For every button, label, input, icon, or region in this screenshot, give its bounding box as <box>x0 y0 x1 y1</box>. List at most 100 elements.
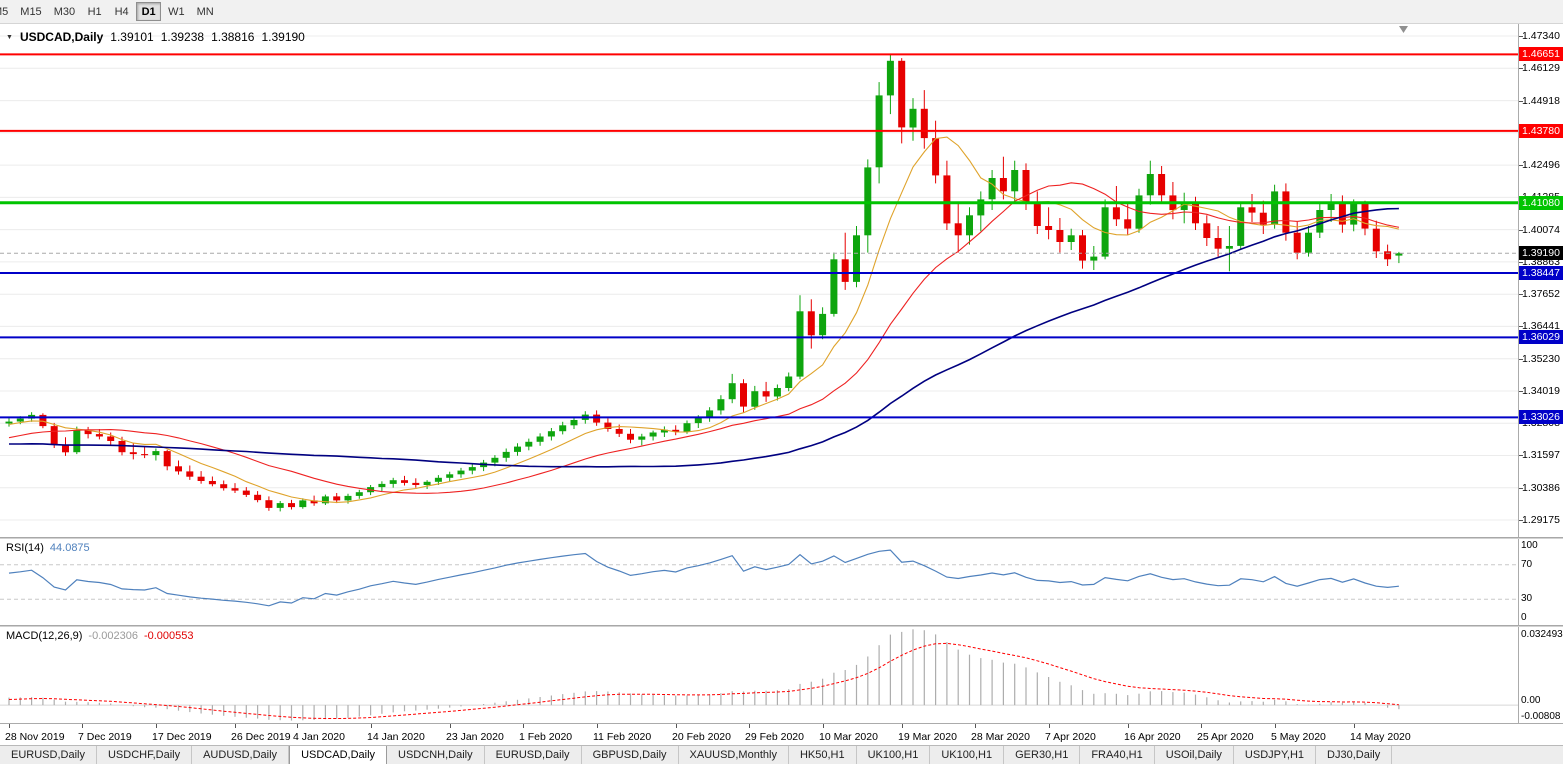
symbol-tab-usoil-daily[interactable]: USOil,Daily <box>1154 746 1234 764</box>
rsi-label: RSI(14) 44.0875 <box>6 542 90 554</box>
price-line-label: 1.46651 <box>1519 47 1563 61</box>
symbol-tab-usdchf-daily[interactable]: USDCHF,Daily <box>96 746 193 764</box>
rsi-plot[interactable]: RSI(14) 44.0875 <box>0 539 1518 625</box>
symbol-tab-xauusd-monthly[interactable]: XAUUSD,Monthly <box>678 746 789 764</box>
symbol-tab-uk100-h1[interactable]: UK100,H1 <box>856 746 931 764</box>
time-axis-label: 19 Mar 2020 <box>898 731 957 743</box>
timeframe-button-m5[interactable]: M5 <box>0 5 9 18</box>
symbol-tab-uk100-h1[interactable]: UK100,H1 <box>930 746 1005 764</box>
price-chart-panel[interactable]: ▼ USDCAD,Daily 1.39101 1.39238 1.38816 1… <box>0 24 1563 537</box>
rsi-scale-label: 100 <box>1521 540 1538 551</box>
candle <box>321 496 329 504</box>
macd-scale[interactable]: 0.032493 0.00 -0.00808 <box>1518 627 1563 723</box>
candle <box>1282 191 1290 233</box>
rsi-panel[interactable]: RSI(14) 44.0875 100 70 30 0 <box>0 539 1563 625</box>
macd-main-value: -0.002306 <box>88 630 138 642</box>
chart-shift-marker[interactable] <box>1399 26 1408 33</box>
timeframe-button-m15[interactable]: M15 <box>20 5 42 18</box>
symbol-tab-eurusd-daily[interactable]: EURUSD,Daily <box>0 746 97 764</box>
candle <box>660 429 668 433</box>
price-tick-mark <box>1519 68 1523 69</box>
candle <box>310 500 318 504</box>
symbol-tab-fra40-h1[interactable]: FRA40,H1 <box>1080 746 1155 764</box>
price-tick-label: 1.35230 <box>1522 353 1560 365</box>
chart-dropdown-icon[interactable]: ▼ <box>6 33 13 41</box>
macd-scale-label: 0.032493 <box>1521 629 1563 640</box>
candle <box>1079 235 1086 261</box>
time-axis-label: 29 Feb 2020 <box>745 731 804 743</box>
time-axis-label: 23 Jan 2020 <box>446 731 504 743</box>
time-tick-mark <box>297 724 298 728</box>
candle <box>819 313 827 336</box>
symbol-tab-eurusd-daily[interactable]: EURUSD,Daily <box>484 746 582 764</box>
timeframe-button-h1[interactable]: H1 <box>87 5 102 18</box>
macd-panel[interactable]: MACD(12,26,9) -0.002306 -0.000553 0.0324… <box>0 627 1563 723</box>
macd-canvas[interactable] <box>0 627 1518 723</box>
panel-splitter[interactable] <box>0 625 1563 627</box>
price-line-label: 1.38447 <box>1519 266 1563 280</box>
timeframe-button-mn[interactable]: MN <box>196 5 214 18</box>
rsi-scale[interactable]: 100 70 30 0 <box>1518 539 1563 625</box>
symbol-tab-usdcad-daily[interactable]: USDCAD,Daily <box>289 746 388 764</box>
candle <box>649 432 657 437</box>
price-tick-label: 1.29175 <box>1522 514 1560 526</box>
time-tick-mark <box>597 724 598 728</box>
candle <box>107 436 115 441</box>
price-tick-mark <box>1519 262 1523 263</box>
macd-plot[interactable]: MACD(12,26,9) -0.002306 -0.000553 <box>0 627 1518 723</box>
rsi-title: RSI(14) <box>6 542 44 554</box>
timeframe-button-d1[interactable]: D1 <box>136 2 162 21</box>
price-plot[interactable]: ▼ USDCAD,Daily 1.39101 1.39238 1.38816 1… <box>0 24 1518 537</box>
time-axis-label: 17 Dec 2019 <box>152 731 212 743</box>
price-scale[interactable]: 1.473401.461291.449181.437071.424961.412… <box>1518 24 1563 537</box>
symbol-tab-dj30-daily[interactable]: DJ30,Daily <box>1316 746 1393 764</box>
symbol-tab-ger30-h1[interactable]: GER30,H1 <box>1004 746 1081 764</box>
timeframe-button-m30[interactable]: M30 <box>53 5 76 18</box>
time-axis-label: 5 May 2020 <box>1271 731 1326 743</box>
candle <box>16 418 24 422</box>
time-tick-mark <box>902 724 903 728</box>
rsi-canvas[interactable] <box>0 539 1518 625</box>
candle <box>1372 228 1380 252</box>
symbol-tab-hk50-h1[interactable]: HK50,H1 <box>788 746 857 764</box>
candle <box>514 446 521 452</box>
price-chart-canvas[interactable] <box>0 24 1518 537</box>
candle <box>683 423 691 432</box>
candle <box>220 484 228 489</box>
time-axis-label: 28 Mar 2020 <box>971 731 1030 743</box>
time-axis-label: 25 Apr 2020 <box>1197 731 1254 743</box>
symbol-tab-gbpusd-daily[interactable]: GBPUSD,Daily <box>581 746 679 764</box>
symbol-tab-usdcnh-daily[interactable]: USDCNH,Daily <box>387 746 485 764</box>
price-tick-mark <box>1519 359 1523 360</box>
macd-scale-label: 0.00 <box>1521 695 1541 706</box>
candle <box>412 482 420 485</box>
price-tick-mark <box>1519 36 1523 37</box>
price-tick-label: 1.40074 <box>1522 224 1560 236</box>
candles-layer <box>5 53 1403 512</box>
candle <box>536 436 544 442</box>
time-axis[interactable]: 28 Nov 2019 7 Dec 2019 17 Dec 2019 26 Dec 2… <box>0 723 1563 745</box>
panel-splitter[interactable] <box>0 537 1563 539</box>
price-tick-label: 1.44918 <box>1522 95 1560 107</box>
symbol-tab-usdjpy-h1[interactable]: USDJPY,H1 <box>1233 746 1317 764</box>
candle <box>1146 174 1154 196</box>
candle <box>627 433 634 440</box>
symbol-tab-audusd-daily[interactable]: AUDUSD,Daily <box>192 746 290 764</box>
candle <box>717 399 725 411</box>
candle <box>39 414 47 427</box>
time-axis-label: 10 Mar 2020 <box>819 731 878 743</box>
timeframe-button-w1[interactable]: W1 <box>168 5 185 18</box>
macd-signal-value: -0.000553 <box>143 630 194 642</box>
candle <box>1395 253 1403 256</box>
price-tick-mark <box>1519 294 1523 295</box>
timeframe-button-h4[interactable]: H4 <box>114 5 129 18</box>
candle <box>728 383 736 400</box>
candle <box>977 199 985 216</box>
ma-line-20 <box>8 182 1400 494</box>
candle <box>1271 191 1279 225</box>
time-axis-label: 28 Nov 2019 <box>5 731 65 743</box>
chart-area[interactable]: ▼ USDCAD,Daily 1.39101 1.39238 1.38816 1… <box>0 24 1563 745</box>
candle <box>1112 207 1120 220</box>
macd-scale-label: -0.00808 <box>1521 711 1561 722</box>
